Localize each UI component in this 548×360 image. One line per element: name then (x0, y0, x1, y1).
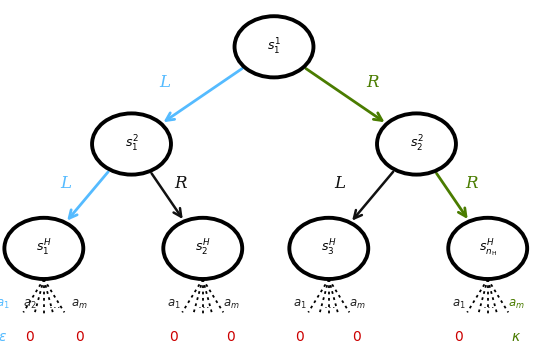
Text: $0$: $0$ (454, 330, 464, 343)
Text: $a_m$: $a_m$ (508, 298, 524, 311)
Text: $a_1$: $a_1$ (453, 298, 466, 311)
Text: R: R (175, 175, 187, 192)
Text: $s_1^2$: $s_1^2$ (125, 134, 138, 154)
Ellipse shape (289, 218, 368, 279)
Text: L: L (159, 74, 170, 91)
Text: $0$: $0$ (169, 330, 179, 343)
Text: $a_1$: $a_1$ (294, 298, 307, 311)
Text: $0$: $0$ (226, 330, 236, 343)
Text: $a_m$: $a_m$ (349, 298, 366, 311)
Text: $s_1^H$: $s_1^H$ (36, 238, 52, 258)
Text: $\ldots$: $\ldots$ (482, 298, 494, 311)
Ellipse shape (448, 218, 527, 279)
Text: $s_3^H$: $s_3^H$ (321, 238, 336, 258)
Ellipse shape (4, 218, 83, 279)
Text: $\ldots$: $\ldots$ (48, 298, 60, 311)
Text: L: L (60, 175, 71, 192)
Text: $s_2^2$: $s_2^2$ (410, 134, 423, 154)
Text: $a_m$: $a_m$ (71, 298, 88, 311)
Text: $s_{n_{\mathrm{H}}}^H$: $s_{n_{\mathrm{H}}}^H$ (479, 238, 496, 259)
Text: R: R (465, 175, 477, 192)
Text: $\ldots$: $\ldots$ (197, 298, 209, 311)
Text: $a_2$: $a_2$ (24, 298, 37, 311)
Text: $0$: $0$ (352, 330, 362, 343)
Text: $\ldots$: $\ldots$ (323, 298, 335, 311)
Text: $s_1^1$: $s_1^1$ (267, 37, 281, 57)
Ellipse shape (235, 16, 313, 77)
Text: $a_1$: $a_1$ (168, 298, 181, 311)
Text: L: L (334, 175, 345, 192)
Ellipse shape (377, 113, 456, 175)
Text: $s_2^H$: $s_2^H$ (195, 238, 210, 258)
Text: $0$: $0$ (75, 330, 84, 343)
Text: $0$: $0$ (25, 330, 35, 343)
Ellipse shape (92, 113, 171, 175)
Text: R: R (367, 74, 379, 91)
Ellipse shape (163, 218, 242, 279)
Text: $\varepsilon$: $\varepsilon$ (0, 330, 7, 343)
Text: $a_m$: $a_m$ (223, 298, 239, 311)
Text: $\kappa$: $\kappa$ (511, 330, 521, 343)
Text: $0$: $0$ (295, 330, 305, 343)
Text: $a_1$: $a_1$ (0, 298, 9, 311)
